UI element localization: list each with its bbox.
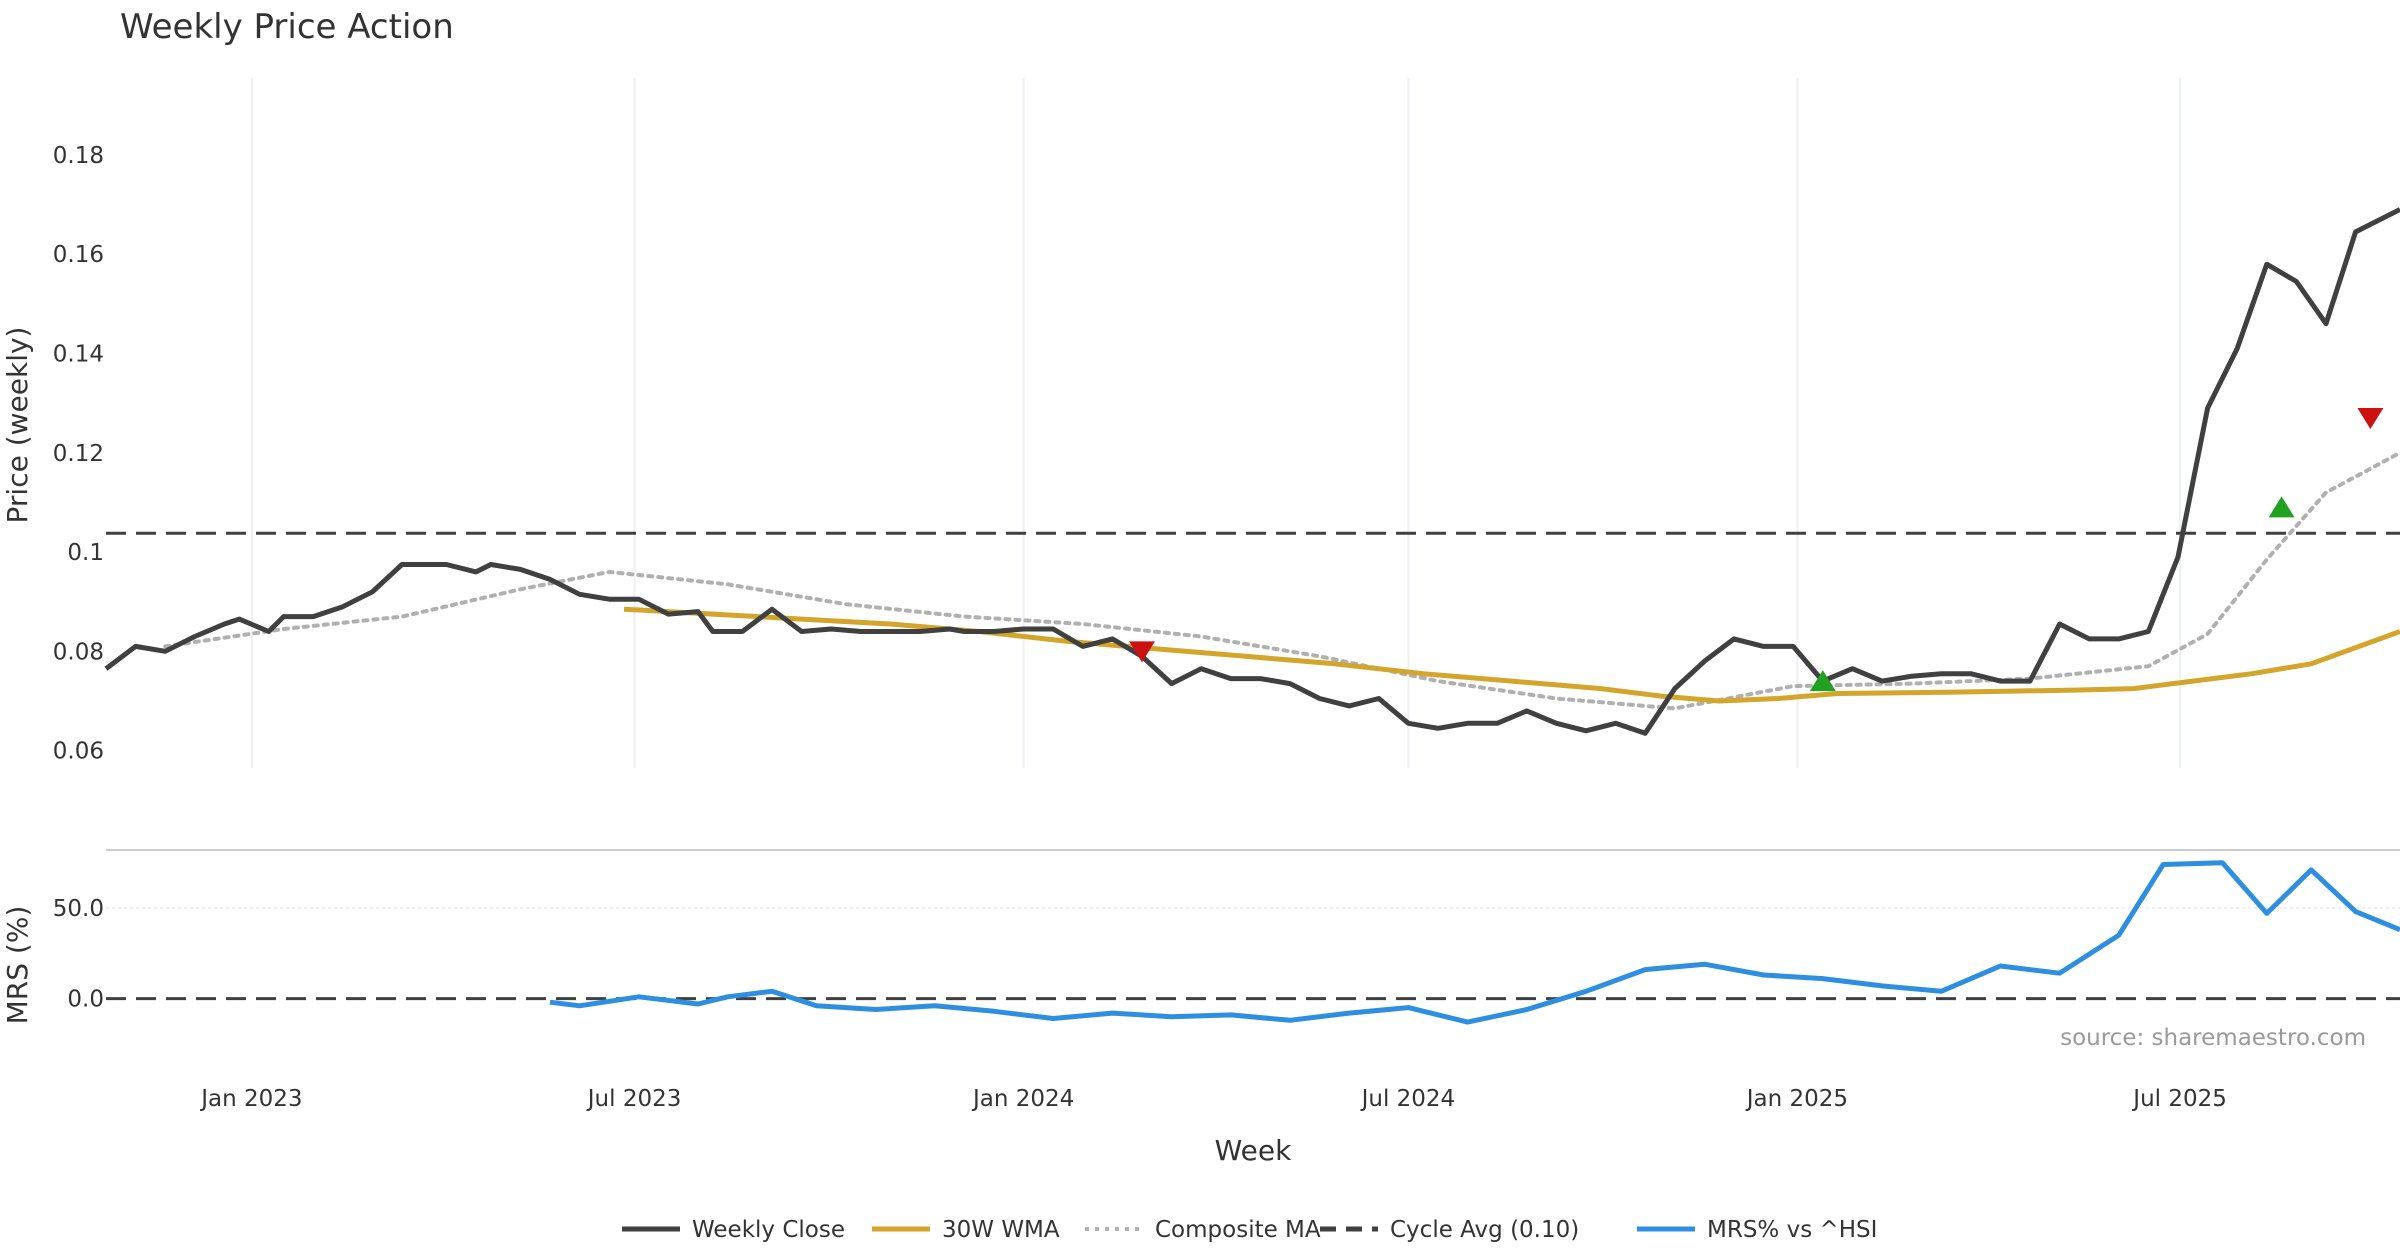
composite-ma-line: [163, 450, 2400, 711]
mrs-y-tick-label: 0.0: [67, 987, 104, 1013]
x-tick-label: Jul 2024: [1360, 1086, 1456, 1112]
chart-title: Weekly Price Action: [120, 7, 454, 47]
legend-label: 30W WMA: [942, 1217, 1060, 1243]
price-y-tick-label: 0.16: [53, 242, 104, 268]
buy-signal-marker: [1809, 670, 1836, 692]
legend-label: Weekly Close: [692, 1217, 845, 1243]
x-tick-label: Jul 2023: [586, 1086, 682, 1112]
price-y-ticks: 0.06 0.08 0.1 0.12 0.14 0.16 0.18: [53, 143, 104, 765]
x-tick-label: Jan 2024: [971, 1086, 1074, 1112]
x-tick-label: Jul 2025: [2131, 1086, 2227, 1112]
x-tick-label: Jan 2025: [1745, 1086, 1848, 1112]
legend-label: MRS% vs ^HSI: [1707, 1217, 1877, 1243]
price-y-axis-label: Price (weekly): [1, 327, 34, 524]
sell-signal-marker: [2357, 408, 2384, 430]
buy-signal-marker: [2268, 496, 2295, 518]
price-grid: [250, 78, 2182, 768]
mrs-y-tick-label: 50.0: [53, 896, 104, 922]
price-y-tick-label: 0.12: [53, 441, 104, 467]
mrs-y-axis-label: MRS (%): [1, 906, 34, 1025]
price-y-tick-label: 0.06: [53, 739, 104, 765]
weekly-close-line: [104, 207, 2400, 736]
legend: Weekly Close 30W WMA Composite MA Cycle Avg…: [622, 1217, 1877, 1243]
price-y-tick-label: 0.1: [67, 540, 104, 566]
source-note: source: sharemaestro.com: [2060, 1025, 2366, 1051]
mrs-panel: 0.0 50.0 MRS (%) source: sharemaestro.com: [1, 860, 2400, 1051]
signal-markers: [1129, 408, 2384, 692]
price-y-tick-label: 0.14: [53, 342, 104, 368]
price-y-tick-label: 0.18: [53, 143, 104, 169]
legend-label: Cycle Avg (0.10): [1390, 1217, 1579, 1243]
mrs-y-ticks: 0.0 50.0: [53, 896, 104, 1013]
legend-label: Composite MA: [1155, 1217, 1321, 1243]
x-axis-label: Week: [1215, 1134, 1292, 1167]
price-panel: 0.06 0.08 0.1 0.12 0.14 0.16 0.18 Price (weekl…: [1, 78, 2400, 768]
x-axis-ticks: Jan 2023 Jul 2023 Jan 2024 Jul 2024 Jan 2025…: [199, 1086, 2227, 1112]
price-y-tick-label: 0.08: [53, 639, 104, 665]
mrs-line: [549, 860, 2400, 1025]
sell-signal-marker: [1129, 641, 1155, 663]
x-tick-label: Jan 2023: [199, 1086, 302, 1112]
